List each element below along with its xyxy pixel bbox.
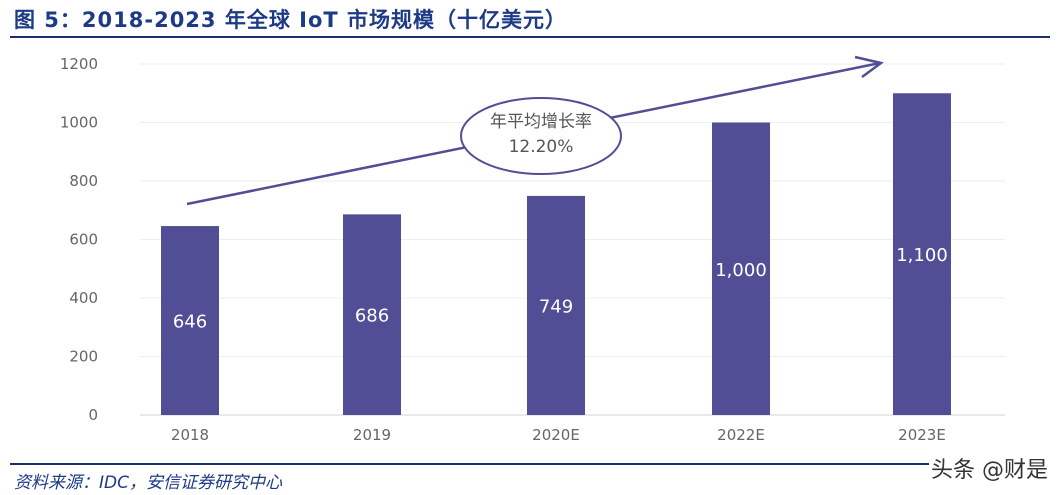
annotation-ellipse: [460, 97, 622, 175]
bottom-rule: [10, 463, 1050, 465]
y-tick-label: 600: [69, 231, 98, 249]
top-rule: [10, 36, 1050, 38]
x-tick-label: 2020E: [532, 426, 580, 444]
y-tick-label: 1200: [60, 55, 98, 73]
data-label: 686: [355, 306, 389, 327]
y-tick-label: 200: [69, 348, 98, 366]
annotation-line1: 年平均增长率: [490, 112, 592, 132]
y-tick-label: 800: [69, 172, 98, 190]
bar: [161, 226, 219, 415]
y-tick-label: 1000: [60, 114, 98, 132]
bar: [343, 214, 401, 415]
data-label: 1,100: [896, 245, 948, 266]
bar: [527, 195, 585, 415]
bar: [893, 93, 951, 415]
source-note: 资料来源：IDC，安信证券研究中心: [14, 473, 282, 493]
y-tick-label: 400: [69, 289, 98, 307]
data-label: 749: [539, 296, 573, 317]
arrow-head: [854, 55, 884, 79]
figure-title: 图 5：2018-2023 年全球 IoT 市场规模（十亿美元）: [14, 8, 568, 32]
data-label: 1,000: [715, 260, 767, 281]
y-tick-label: 0: [88, 406, 98, 424]
x-tick-label: 2022E: [717, 426, 765, 444]
x-tick-label: 2023E: [898, 426, 946, 444]
x-tick-label: 2019: [353, 426, 391, 444]
watermark: 头条 @财是: [929, 452, 1050, 484]
data-label: 646: [173, 312, 207, 333]
annotation-line2: 12.20%: [509, 137, 574, 157]
bar: [712, 122, 770, 415]
x-tick-label: 2018: [171, 426, 209, 444]
